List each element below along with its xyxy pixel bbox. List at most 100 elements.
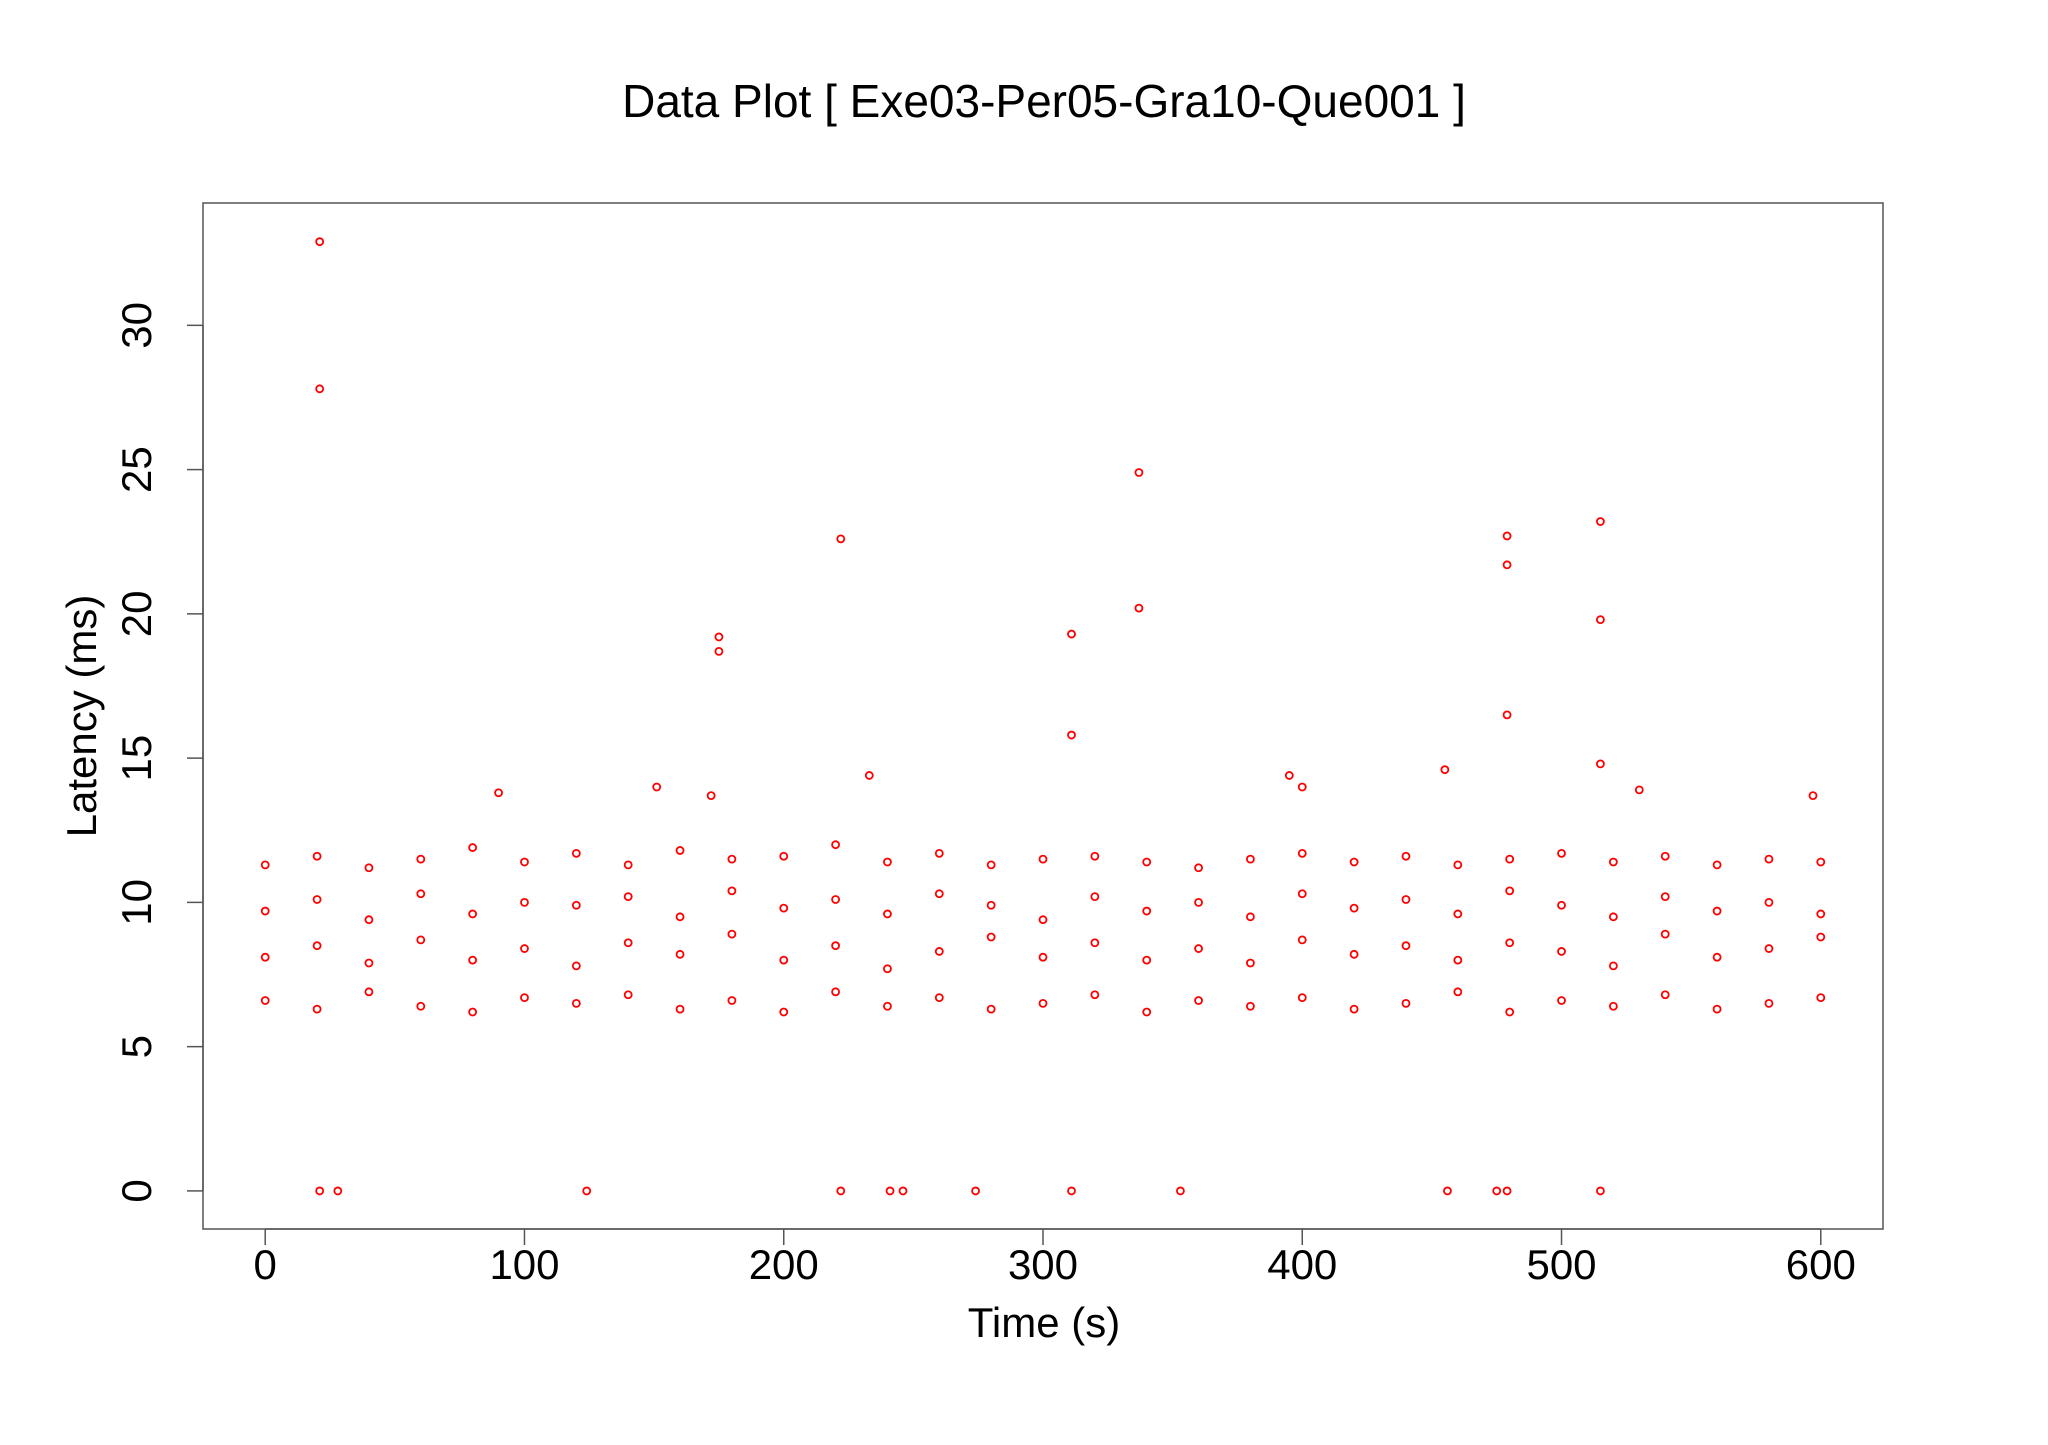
- x-tick-label: 0: [254, 1241, 277, 1288]
- point: [416, 935, 426, 945]
- point: [1502, 560, 1512, 570]
- point: [1596, 615, 1605, 625]
- point: [986, 932, 996, 942]
- point: [779, 903, 789, 913]
- point: [1246, 958, 1255, 968]
- point: [1492, 1186, 1502, 1196]
- point: [416, 854, 426, 864]
- point: [1142, 1007, 1152, 1017]
- x-tick-label: 200: [749, 1241, 819, 1288]
- point: [1349, 857, 1359, 867]
- point: [364, 987, 374, 997]
- point: [831, 840, 840, 850]
- point: [864, 771, 874, 780]
- point: [1443, 1186, 1452, 1196]
- point: [1038, 998, 1048, 1008]
- point: [1557, 996, 1566, 1005]
- point: [1557, 900, 1566, 910]
- point: [520, 944, 529, 953]
- point: [1246, 854, 1255, 864]
- point: [652, 782, 662, 792]
- point: [333, 1186, 343, 1196]
- point: [1502, 531, 1512, 541]
- x-tick-label: 500: [1526, 1241, 1596, 1288]
- x-tick-label: 400: [1267, 1241, 1337, 1288]
- point: [1297, 848, 1307, 858]
- point: [1502, 1186, 1512, 1196]
- y-tick-label: 10: [113, 879, 160, 926]
- point: [675, 846, 685, 855]
- point: [1090, 990, 1100, 1000]
- point: [1194, 863, 1203, 873]
- point: [260, 952, 270, 962]
- point: [571, 961, 581, 971]
- point: [364, 958, 374, 968]
- point: [885, 1186, 895, 1196]
- point: [1596, 1186, 1605, 1196]
- y-tick-label: 0: [113, 1179, 160, 1202]
- y-tick-label: 20: [113, 591, 160, 638]
- point: [1608, 1001, 1618, 1011]
- point: [364, 915, 374, 925]
- point: [1660, 990, 1670, 1000]
- point: [831, 895, 840, 904]
- point: [1712, 952, 1722, 962]
- y-tick-label: 25: [113, 446, 160, 493]
- point: [582, 1186, 592, 1196]
- point: [1505, 1007, 1515, 1017]
- point: [520, 897, 529, 907]
- point: [1505, 886, 1515, 896]
- y-tick-label: 30: [113, 302, 160, 349]
- point: [571, 848, 581, 858]
- point: [312, 895, 322, 904]
- point: [1401, 895, 1411, 904]
- point: [1557, 848, 1566, 858]
- point: [1067, 730, 1076, 740]
- point: [1502, 710, 1512, 720]
- point: [934, 848, 944, 858]
- y-tick-label: 5: [113, 1035, 160, 1058]
- point: [1712, 1004, 1722, 1014]
- point: [1401, 941, 1411, 951]
- point: [1176, 1186, 1185, 1196]
- point: [1816, 932, 1826, 942]
- point: [883, 1001, 892, 1011]
- point: [520, 857, 529, 867]
- point: [1608, 857, 1618, 867]
- point: [416, 889, 426, 899]
- point: [1038, 915, 1048, 925]
- point: [1194, 996, 1203, 1005]
- x-tick-label: 100: [489, 1241, 559, 1288]
- point: [1505, 854, 1515, 864]
- point: [836, 1186, 846, 1196]
- y-axis-label: Latency (ms): [58, 595, 105, 838]
- point: [1401, 851, 1411, 861]
- point: [468, 843, 478, 852]
- x-tick-label: 300: [1008, 1241, 1078, 1288]
- point: [1440, 765, 1450, 775]
- point: [315, 384, 325, 394]
- point: [416, 1001, 426, 1011]
- point: [520, 993, 529, 1003]
- point: [312, 1004, 322, 1014]
- point: [468, 1007, 478, 1017]
- point: [312, 851, 322, 861]
- chart-title: Data Plot [ Exe03-Per05-Gra10-Que001 ]: [622, 75, 1466, 127]
- point: [1634, 785, 1644, 795]
- point: [1246, 1001, 1255, 1011]
- point: [494, 788, 503, 798]
- point: [1142, 906, 1152, 916]
- point: [1297, 935, 1307, 945]
- point: [623, 990, 633, 1000]
- point: [883, 857, 892, 867]
- point: [364, 863, 374, 873]
- point: [1067, 1186, 1076, 1196]
- point: [1808, 791, 1818, 801]
- point: [986, 900, 996, 910]
- point: [1764, 944, 1774, 953]
- point: [934, 993, 944, 1003]
- point: [1067, 629, 1076, 639]
- point: [1660, 929, 1670, 939]
- point: [1816, 909, 1826, 919]
- point: [934, 889, 944, 899]
